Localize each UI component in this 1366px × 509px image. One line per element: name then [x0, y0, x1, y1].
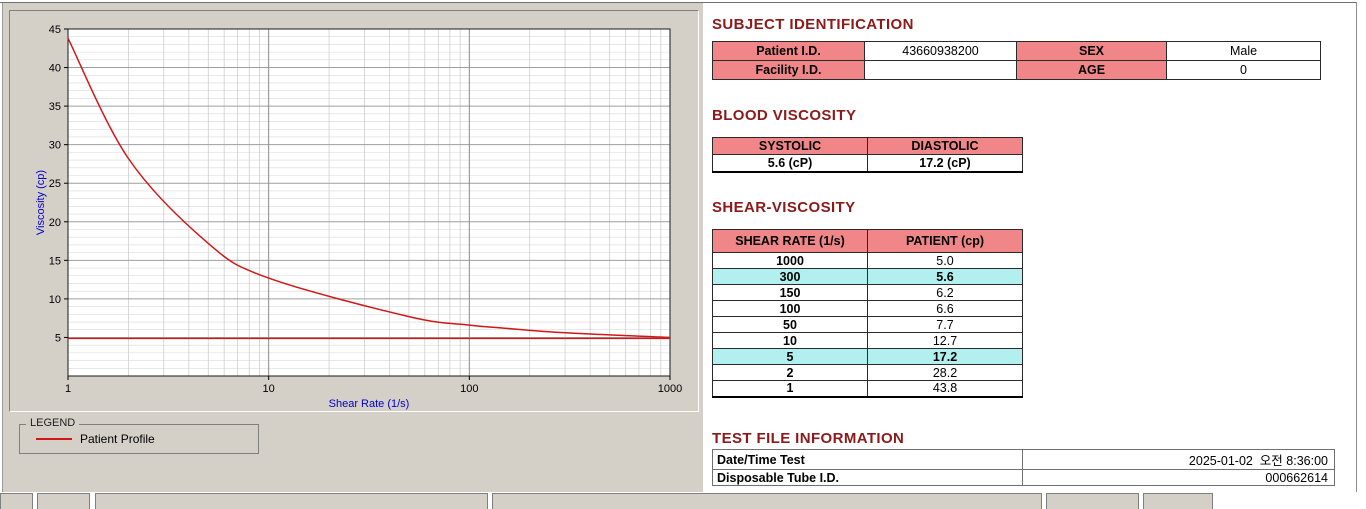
patient-cp-cell: 7.7 — [867, 316, 1023, 333]
sex-value: Male — [1166, 41, 1321, 61]
chart-region: 5 10 15 20 25 30 35 40 45 1 10 100 1000 Shear Rate (1… — [2, 3, 703, 493]
table-row: SYSTOLIC DIASTOLIC — [712, 137, 1023, 155]
shear-rate-header: SHEAR RATE (1/s) — [712, 229, 868, 253]
legend-box: LEGEND Patient Profile — [19, 417, 259, 454]
background-window-fragment[interactable] — [492, 493, 1042, 509]
shear-rate-cell: 50 — [712, 316, 868, 333]
shear-table-row: 150 6.2 — [712, 284, 1023, 301]
shear-table-row: 2 28.2 — [712, 364, 1023, 381]
background-window-fragment[interactable] — [37, 493, 90, 509]
age-value: 0 — [1166, 60, 1321, 80]
background-window-fragment[interactable] — [0, 493, 33, 509]
background-window-fragment[interactable] — [1046, 493, 1139, 509]
table-row: Patient I.D. 43660938200 SEX Male — [712, 41, 1321, 61]
svg-text:30: 30 — [49, 140, 61, 152]
shear-table-row: 10 12.7 — [712, 332, 1023, 349]
window-right-border — [1356, 2, 1357, 493]
patient-cp-header: PATIENT (cp) — [867, 229, 1023, 253]
test-file-information-table: Date/Time Test 2025-01-02 오전 8:36:00 Dis… — [712, 449, 1335, 486]
shear-table-row: 1 43.8 — [712, 380, 1023, 397]
patient-cp-cell: 12.7 — [867, 332, 1023, 349]
shear-rate-cell: 100 — [712, 300, 868, 317]
sex-label: SEX — [1016, 41, 1167, 61]
shear-rate-cell: 10 — [712, 332, 868, 349]
svg-text:1: 1 — [65, 383, 71, 395]
patient-profile-line-sample — [36, 438, 72, 440]
background-window-fragment[interactable] — [1143, 493, 1213, 509]
patient-cp-cell: 5.0 — [867, 252, 1023, 269]
bottom-strip — [0, 492, 1366, 509]
shear-rate-cell: 300 — [712, 268, 868, 285]
datetime-test-label: Date/Time Test — [712, 449, 1023, 470]
svg-text:40: 40 — [49, 63, 61, 75]
patient-id-label: Patient I.D. — [712, 41, 865, 61]
patient-cp-cell: 6.2 — [867, 284, 1023, 301]
svg-text:100: 100 — [460, 383, 478, 395]
blood-viscosity-title: BLOOD VISCOSITY — [712, 107, 857, 124]
table-row: Facility I.D. AGE 0 — [712, 60, 1321, 80]
shear-rate-cell: 2 — [712, 364, 868, 381]
svg-text:20: 20 — [49, 217, 61, 229]
table-row: 5.6 (cP) 17.2 (cP) — [712, 154, 1023, 172]
systolic-header: SYSTOLIC — [712, 137, 868, 155]
legend-title: LEGEND — [26, 417, 80, 429]
svg-text:45: 45 — [49, 24, 61, 36]
shear-viscosity-table: SHEAR RATE (1/s) PATIENT (cp) 1000 5.0 300… — [712, 229, 1023, 398]
svg-text:10: 10 — [49, 294, 61, 306]
svg-text:25: 25 — [49, 178, 61, 190]
patient-cp-cell: 28.2 — [867, 364, 1023, 381]
table-header-row: SHEAR RATE (1/s) PATIENT (cp) — [712, 229, 1023, 253]
shear-rate-cell: 5 — [712, 348, 868, 365]
shear-table-row: 1000 5.0 — [712, 252, 1023, 269]
shear-rate-cell: 1000 — [712, 252, 868, 269]
subject-identification-title: SUBJECT IDENTIFICATION — [712, 16, 914, 33]
svg-text:35: 35 — [49, 101, 61, 113]
shear-viscosity-chart: 5 10 15 20 25 30 35 40 45 1 10 100 1000 Shear Rate (1… — [35, 24, 682, 410]
svg-text:15: 15 — [49, 255, 61, 267]
facility-id-value — [864, 60, 1017, 80]
shear-table-row: 100 6.6 — [712, 300, 1023, 317]
diastolic-value: 17.2 (cP) — [867, 154, 1023, 172]
svg-text:10: 10 — [263, 383, 275, 395]
shear-viscosity-title: SHEAR-VISCOSITY — [712, 199, 856, 216]
systolic-value: 5.6 (cP) — [712, 154, 868, 172]
shear-rate-cell: 1 — [712, 380, 868, 397]
shear-table-row: 50 7.7 — [712, 316, 1023, 333]
subject-identification-table: Patient I.D. 43660938200 SEX Male Facili… — [712, 41, 1321, 80]
diastolic-header: DIASTOLIC — [867, 137, 1023, 155]
viscosity-chart-panel: 5 10 15 20 25 30 35 40 45 1 10 100 1000 Shear Rate (1… — [9, 10, 699, 412]
patient-cp-cell: 6.6 — [867, 300, 1023, 317]
shear-table-row: 5 17.2 — [712, 348, 1023, 365]
facility-id-label: Facility I.D. — [712, 60, 865, 80]
blood-viscosity-table: SYSTOLIC DIASTOLIC 5.6 (cP) 17.2 (cP) — [712, 137, 1023, 173]
patient-cp-cell: 5.6 — [867, 268, 1023, 285]
patient-cp-cell: 17.2 — [867, 348, 1023, 365]
svg-text:Viscosity (cp): Viscosity (cp) — [35, 170, 47, 235]
disposable-tube-id-label: Disposable Tube I.D. — [712, 469, 1023, 486]
background-window-fragment[interactable] — [95, 493, 488, 509]
window-top-border — [0, 2, 1356, 3]
disposable-tube-id-value: 000662614 — [1022, 469, 1335, 486]
patient-id-value: 43660938200 — [864, 41, 1017, 61]
table-row: Disposable Tube I.D. 000662614 — [712, 469, 1335, 486]
svg-text:5: 5 — [55, 332, 61, 344]
shear-table-row: 300 5.6 — [712, 268, 1023, 285]
age-label: AGE — [1016, 60, 1167, 80]
legend-series-label: Patient Profile — [80, 432, 155, 446]
test-file-information-title: TEST FILE INFORMATION — [712, 430, 905, 447]
table-row: Date/Time Test 2025-01-02 오전 8:36:00 — [712, 449, 1335, 470]
svg-text:Shear Rate (1/s): Shear Rate (1/s) — [329, 398, 410, 410]
shear-rate-cell: 150 — [712, 284, 868, 301]
patient-cp-cell: 43.8 — [867, 380, 1023, 397]
datetime-test-value: 2025-01-02 오전 8:36:00 — [1022, 449, 1335, 470]
svg-text:1000: 1000 — [658, 383, 682, 395]
